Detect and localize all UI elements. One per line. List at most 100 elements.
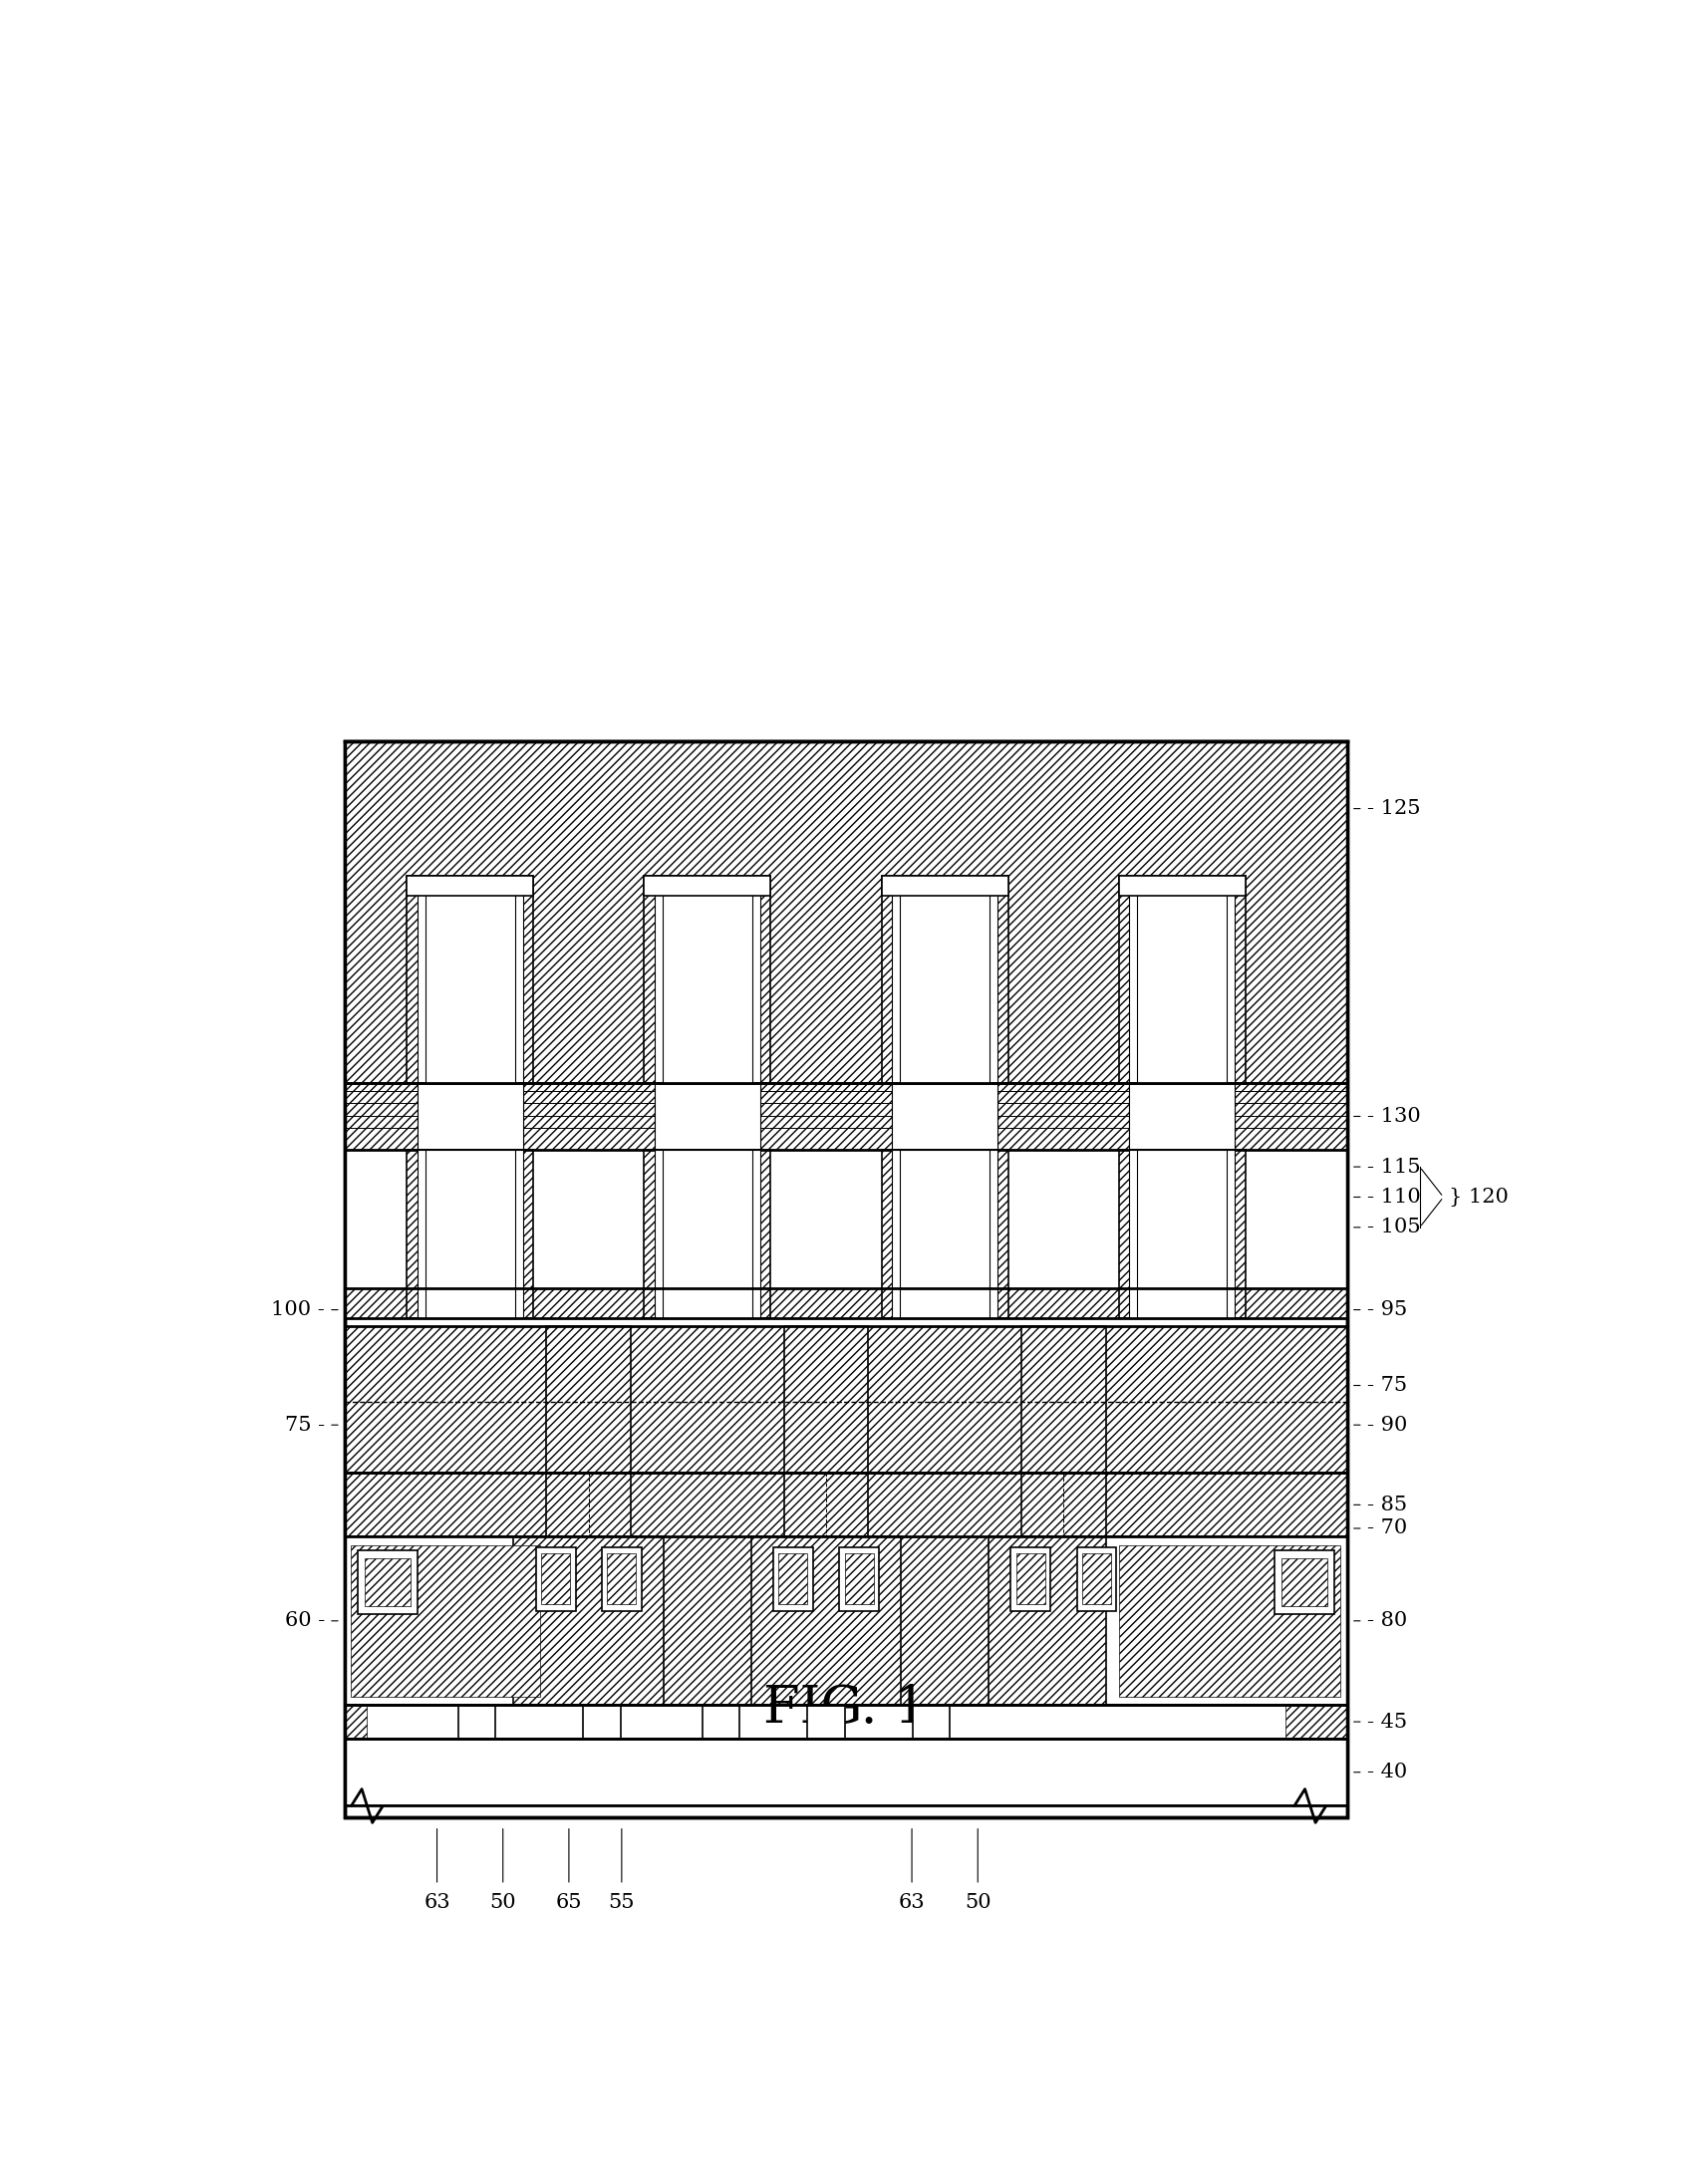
Bar bbox=[662, 1083, 752, 1319]
Bar bbox=[1129, 1083, 1235, 1319]
Bar bbox=[1136, 1151, 1226, 1319]
Bar bbox=[344, 1326, 1347, 1472]
Bar bbox=[407, 1083, 532, 1319]
Bar bbox=[662, 1151, 752, 1319]
Text: 60 -: 60 - bbox=[284, 1612, 325, 1629]
Bar bbox=[417, 1083, 522, 1151]
Bar bbox=[891, 876, 997, 1083]
Bar bbox=[1007, 1151, 1118, 1319]
Bar bbox=[772, 1546, 813, 1612]
Bar bbox=[750, 1538, 902, 1706]
Bar bbox=[771, 1151, 881, 1319]
Bar bbox=[900, 1083, 988, 1319]
Bar bbox=[703, 1706, 738, 1738]
Bar bbox=[1082, 1553, 1111, 1603]
Bar bbox=[891, 1083, 997, 1319]
Bar bbox=[1118, 1083, 1245, 1319]
Bar bbox=[344, 740, 1347, 1817]
Bar bbox=[1136, 876, 1226, 1083]
Bar bbox=[364, 1559, 410, 1605]
Text: - 70: - 70 bbox=[1366, 1518, 1407, 1538]
Text: - 115: - 115 bbox=[1366, 1158, 1420, 1177]
Bar bbox=[881, 1151, 1007, 1319]
Bar bbox=[350, 1546, 539, 1697]
Bar bbox=[662, 876, 752, 1083]
Bar bbox=[891, 1151, 997, 1319]
Text: - 110: - 110 bbox=[1366, 1188, 1420, 1206]
Bar bbox=[1136, 1083, 1226, 1319]
Bar bbox=[1245, 1151, 1347, 1319]
Bar bbox=[602, 1546, 641, 1612]
Bar bbox=[881, 876, 1007, 895]
Bar bbox=[891, 1083, 997, 1151]
Text: - 85: - 85 bbox=[1366, 1496, 1407, 1514]
Text: 50: 50 bbox=[490, 1894, 515, 1913]
Text: - 105: - 105 bbox=[1366, 1219, 1420, 1236]
Text: } 120: } 120 bbox=[1448, 1188, 1507, 1206]
Bar bbox=[1129, 1151, 1235, 1319]
Bar bbox=[344, 1472, 1347, 1538]
Text: 63: 63 bbox=[898, 1894, 925, 1913]
Text: FIG. 1: FIG. 1 bbox=[764, 1684, 927, 1734]
Bar bbox=[1021, 1326, 1106, 1472]
Text: - 95: - 95 bbox=[1366, 1299, 1407, 1319]
Bar bbox=[344, 1538, 1347, 1706]
Bar bbox=[532, 1151, 643, 1319]
Bar bbox=[1021, 1472, 1106, 1538]
Bar bbox=[344, 1706, 1347, 1738]
Bar bbox=[839, 1546, 878, 1612]
Text: - 90: - 90 bbox=[1366, 1415, 1407, 1435]
Text: - 130: - 130 bbox=[1366, 1107, 1420, 1125]
Bar bbox=[1129, 1083, 1235, 1151]
Bar bbox=[655, 1083, 760, 1151]
Bar bbox=[344, 740, 1347, 1817]
Bar bbox=[643, 1083, 771, 1319]
Text: - 80: - 80 bbox=[1366, 1612, 1407, 1629]
Bar bbox=[913, 1706, 949, 1738]
Bar bbox=[655, 876, 760, 1083]
Bar bbox=[344, 740, 1347, 1083]
Bar bbox=[1118, 1546, 1340, 1697]
Bar bbox=[357, 1551, 417, 1614]
Text: - 40: - 40 bbox=[1366, 1762, 1407, 1782]
Text: 55: 55 bbox=[607, 1894, 634, 1913]
Bar bbox=[777, 1553, 808, 1603]
Text: 50: 50 bbox=[964, 1894, 990, 1913]
Text: 63: 63 bbox=[424, 1894, 451, 1913]
Bar bbox=[1281, 1559, 1327, 1605]
Bar bbox=[1106, 1538, 1347, 1706]
Bar bbox=[1129, 1083, 1235, 1151]
Bar bbox=[1274, 1551, 1334, 1614]
Text: 100 -: 100 - bbox=[270, 1299, 325, 1319]
Bar bbox=[988, 1538, 1138, 1706]
Bar bbox=[536, 1546, 575, 1612]
Bar bbox=[1077, 1546, 1116, 1612]
Bar bbox=[344, 1289, 1347, 1319]
Text: 75 -: 75 - bbox=[284, 1415, 325, 1435]
Bar bbox=[344, 1151, 407, 1319]
Bar bbox=[407, 876, 532, 895]
Bar bbox=[344, 1151, 1347, 1319]
Text: - 75: - 75 bbox=[1366, 1376, 1407, 1396]
Bar bbox=[417, 1151, 522, 1319]
Bar bbox=[546, 1472, 631, 1538]
Bar bbox=[1129, 876, 1235, 1083]
Text: - 125: - 125 bbox=[1366, 799, 1419, 819]
Bar bbox=[407, 876, 532, 1083]
Bar bbox=[417, 1083, 522, 1319]
Bar bbox=[643, 876, 771, 1083]
Bar bbox=[344, 1538, 546, 1706]
Bar bbox=[407, 1151, 532, 1319]
Bar bbox=[900, 1151, 988, 1319]
Bar bbox=[425, 876, 514, 1083]
Bar bbox=[417, 1083, 522, 1151]
Bar bbox=[643, 876, 771, 895]
Bar bbox=[881, 1083, 1007, 1319]
Bar bbox=[425, 1151, 514, 1319]
Bar bbox=[1010, 1546, 1050, 1612]
Bar bbox=[643, 1151, 771, 1319]
Bar bbox=[784, 1326, 868, 1472]
Text: - 45: - 45 bbox=[1366, 1712, 1407, 1732]
Bar bbox=[891, 1083, 997, 1151]
Bar bbox=[344, 1083, 1347, 1151]
